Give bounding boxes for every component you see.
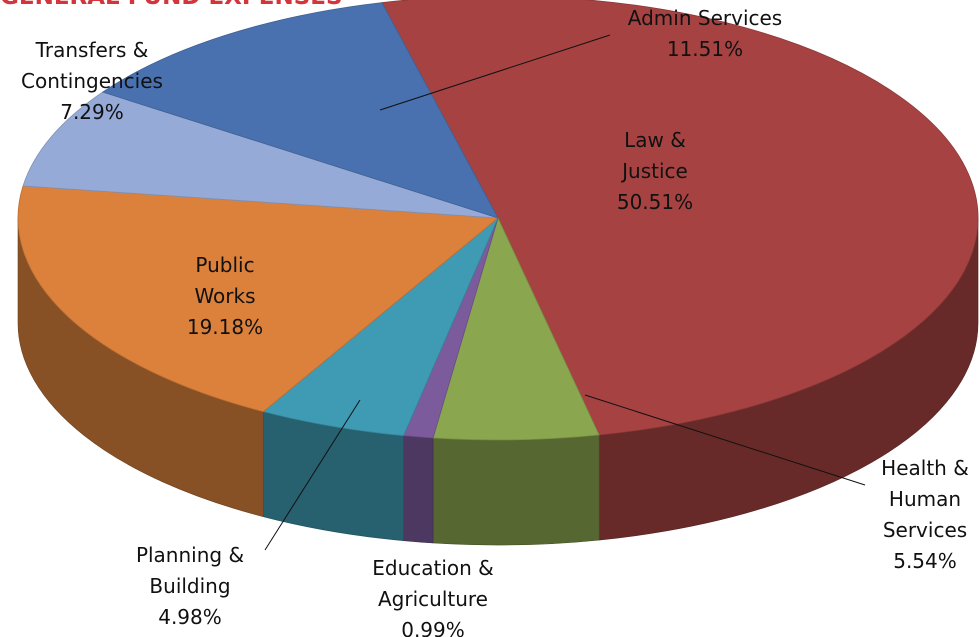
slice-value: 7.29%: [60, 100, 124, 124]
slice-value: 50.51%: [616, 190, 694, 214]
chart-title: GENERAL FUND EXPENSES: [0, 0, 343, 10]
slice-value: 5.54%: [893, 549, 957, 573]
slice-category: Transfers & Contingencies: [21, 38, 163, 93]
slice-value: 4.98%: [158, 605, 222, 629]
leader-line: [584, 394, 866, 486]
slice-side: [403, 435, 434, 544]
slice-category: Admin Services: [627, 6, 783, 30]
slice-category: Education & Agriculture: [372, 556, 494, 611]
leader-line: [264, 399, 361, 551]
slice-category: Planning & Building: [135, 543, 245, 598]
slice: [101, 2, 499, 219]
slice: [22, 91, 499, 219]
slice-label: Transfers & Contingencies 7.29%: [0, 35, 187, 128]
slice-value: 19.18%: [186, 315, 264, 339]
slice: [381, 0, 979, 436]
slice-label: Health & Human Services 5.54%: [870, 453, 980, 577]
slice-label: Public Works 19.18%: [170, 250, 280, 343]
slice-label: Education & Agriculture 0.99%: [338, 553, 528, 637]
slice-label: Planning & Building 4.98%: [120, 540, 260, 633]
leader-line: [379, 34, 611, 111]
slice-category: Law & Justice: [622, 128, 688, 183]
slice-value: 0.99%: [401, 618, 465, 637]
slice-label: Admin Services 11.51%: [605, 3, 805, 65]
slice: [17, 185, 500, 413]
slice: [432, 216, 600, 441]
slice: [262, 217, 499, 437]
slice-label: Law & Justice 50.51%: [600, 125, 710, 218]
slice-value: 11.51%: [666, 37, 744, 61]
slice-category: Public Works: [194, 253, 256, 308]
slice-category: Health & Human Services: [881, 456, 969, 542]
slice-side: [432, 434, 600, 546]
